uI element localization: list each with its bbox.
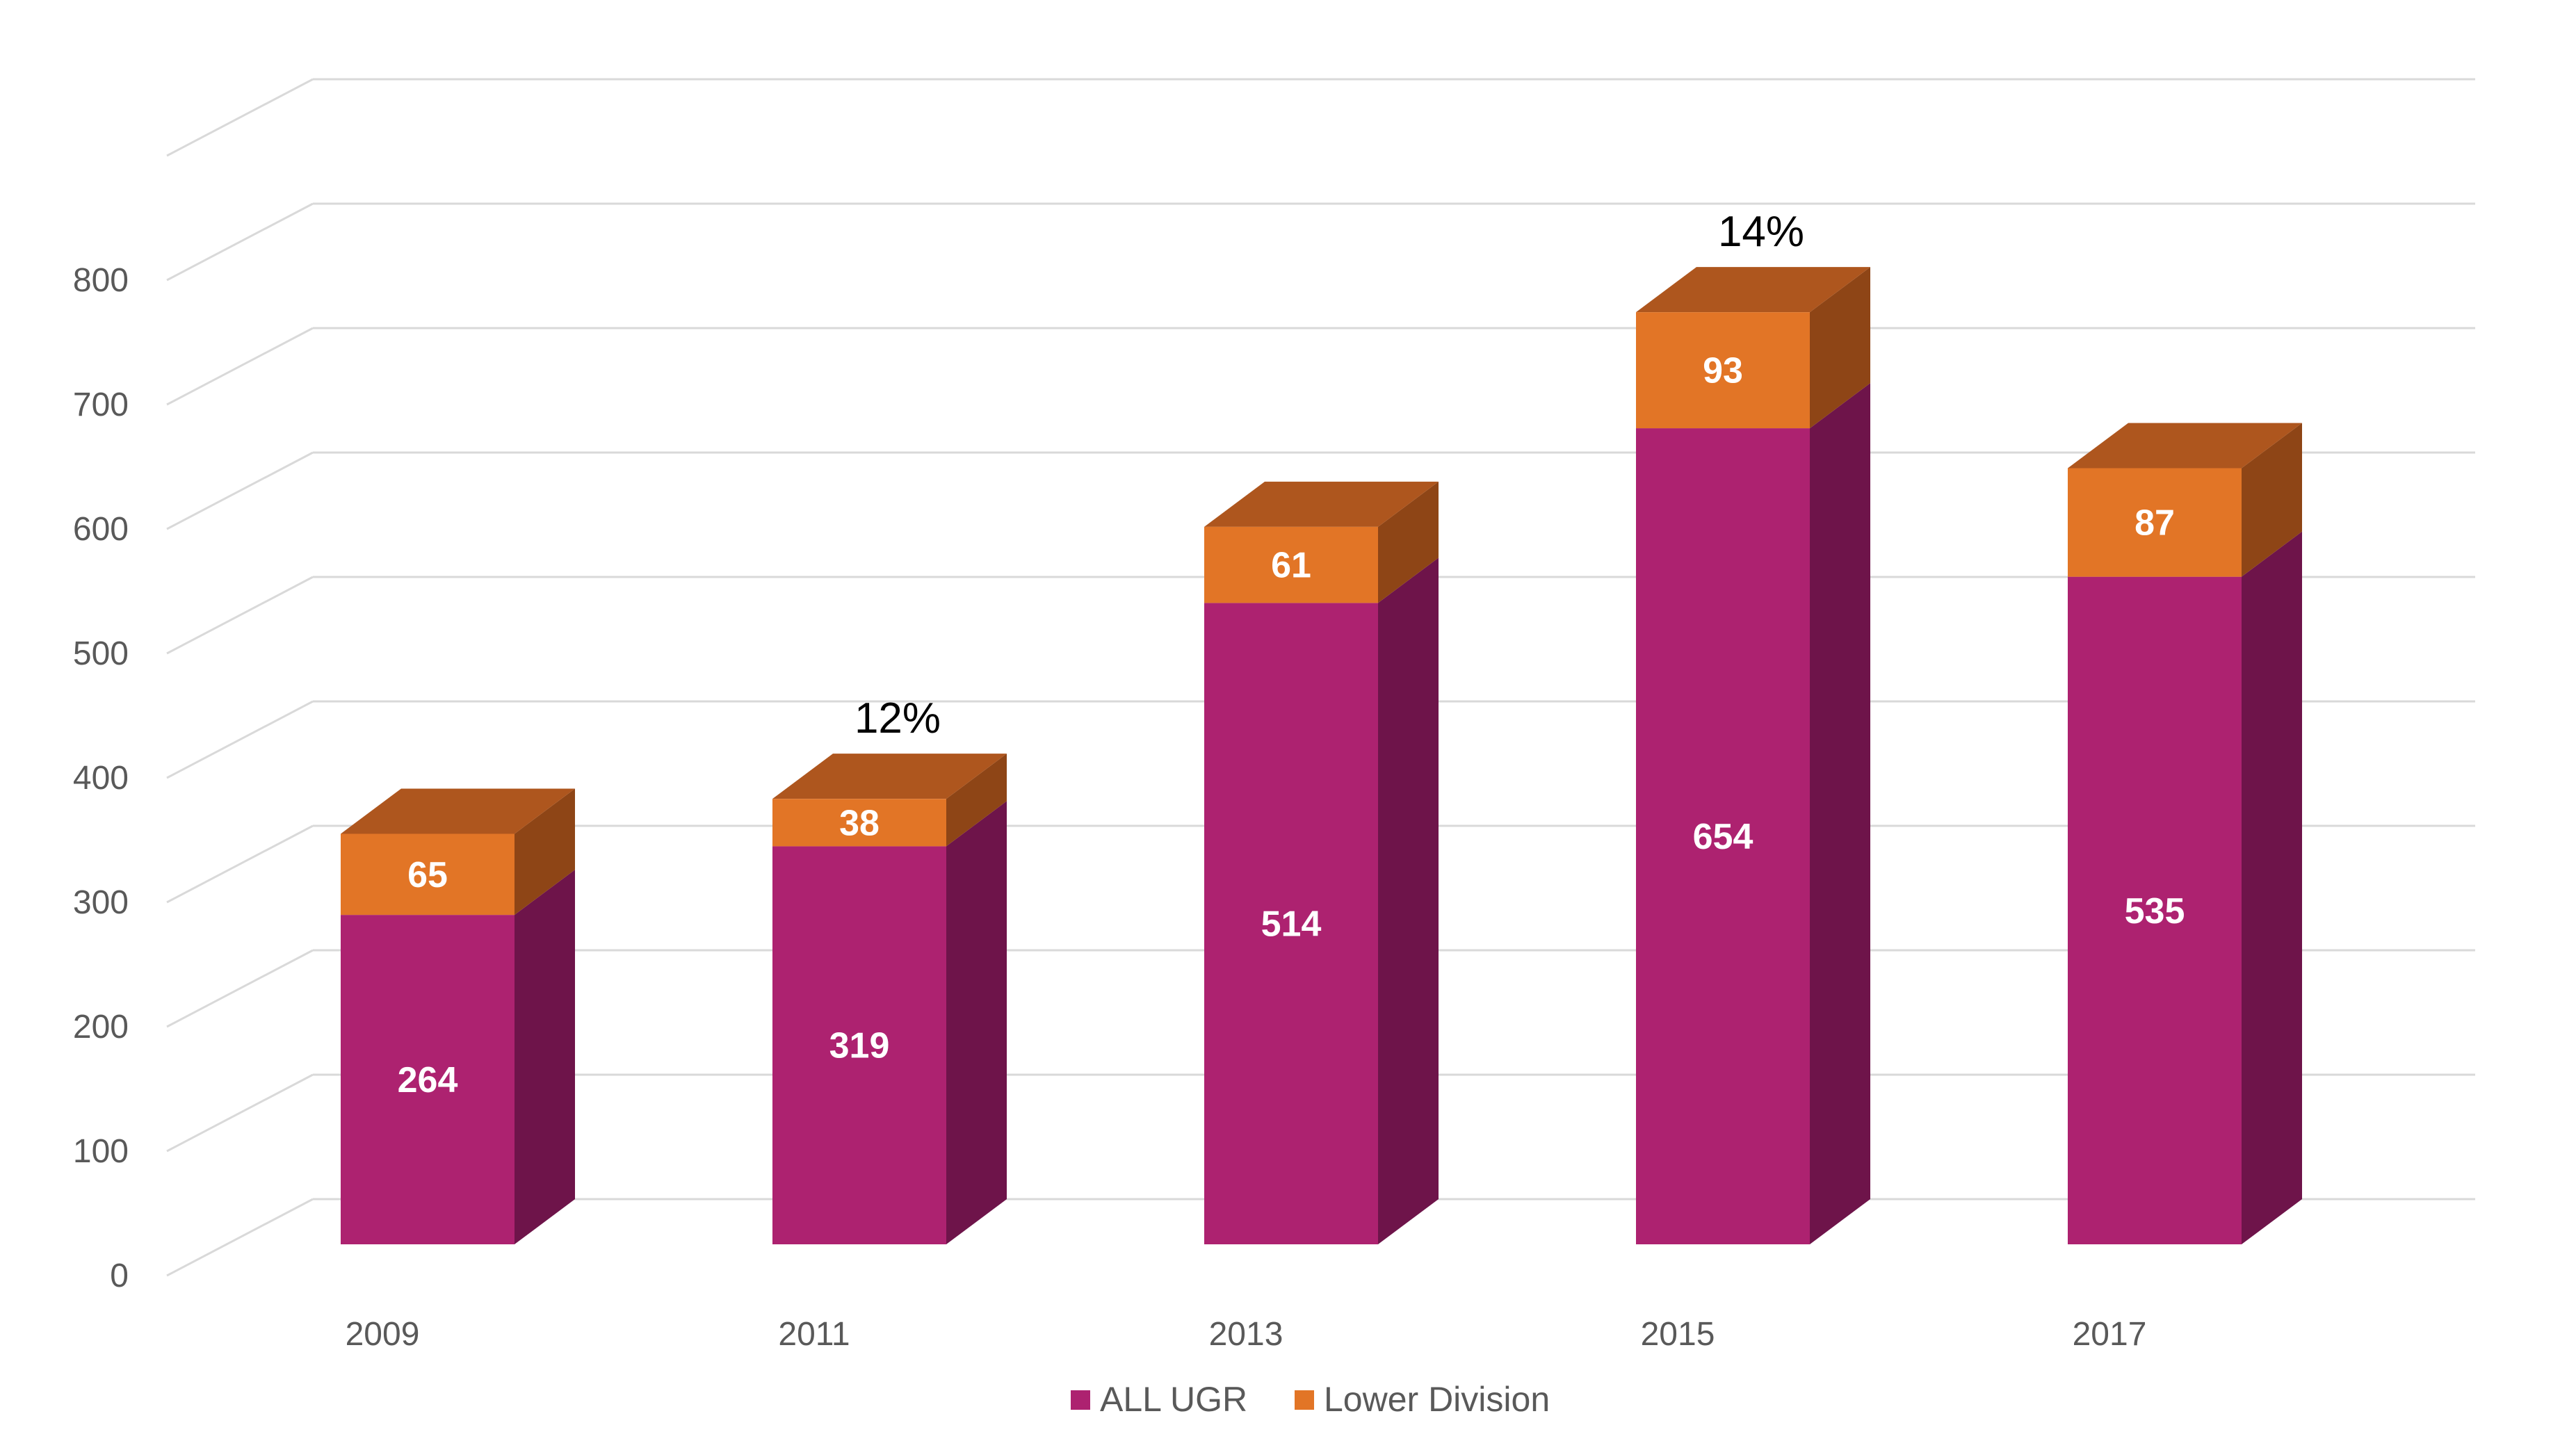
bar-side-all-ugr (946, 801, 1007, 1244)
data-label-lower-division: 65 (407, 855, 448, 895)
data-label-lower-division: 61 (1271, 546, 1311, 586)
data-label-lower-division: 38 (839, 803, 880, 843)
y-tick-label: 800 (73, 262, 129, 299)
bar-lower-division (1204, 526, 1378, 603)
gridline-depth (166, 1198, 314, 1277)
bar-group-2013: 514 61 (1204, 481, 1439, 1244)
bar-top-face (341, 788, 575, 834)
bar-lower-division (2068, 468, 2242, 577)
bar-all-ugr (772, 846, 946, 1244)
bar-top-face (1204, 481, 1439, 527)
y-tick-label: 300 (73, 884, 129, 921)
bar-all-ugr (1204, 603, 1378, 1244)
y-tick-label: 400 (73, 760, 129, 797)
data-label-all-ugr: 264 (398, 1060, 458, 1100)
y-tick-label: 0 (110, 1258, 129, 1294)
bars: 264 65 319 38 514 61 654 93 535 87 (341, 267, 2302, 1244)
bar-all-ugr (341, 915, 515, 1244)
y-tick-label: 700 (73, 387, 129, 423)
gridline-depth (166, 576, 314, 655)
legend-swatch-lower-division (1295, 1390, 1314, 1410)
y-tick-label: 600 (73, 511, 129, 548)
legend: ALL UGR Lower Division (1071, 1380, 1550, 1419)
y-axis: 0 100 200 300 400 500 600 700 800 (73, 262, 129, 1294)
data-label-all-ugr: 535 (2125, 891, 2185, 931)
gridline-depth (166, 78, 314, 157)
data-label-all-ugr: 654 (1693, 817, 1753, 857)
y-tick-label: 200 (73, 1009, 129, 1045)
data-label-all-ugr: 514 (1261, 904, 1322, 945)
y-tick-label: 500 (73, 635, 129, 672)
legend-label-all-ugr: ALL UGR (1100, 1380, 1247, 1419)
gridline-depth (166, 824, 314, 904)
gridline-depth (166, 327, 314, 406)
bar-side-lower-division (515, 788, 575, 916)
bar-top-face (772, 754, 1007, 799)
bar-side-all-ugr (1810, 383, 1870, 1244)
gridline-depth (166, 700, 314, 779)
bar-side-lower-division (1810, 267, 1870, 429)
data-label-lower-division: 93 (1703, 351, 1743, 391)
legend-label-lower-division: Lower Division (1324, 1380, 1550, 1419)
gridline-depth (166, 451, 314, 530)
bar-group-2011: 319 38 (772, 754, 1007, 1244)
gridline-depth (166, 949, 314, 1028)
bar-side-lower-division (1378, 481, 1439, 603)
x-axis: 2009 2011 2013 2015 2017 (346, 1316, 2147, 1353)
x-tick-label: 2009 (346, 1316, 420, 1353)
gridline-depth (166, 202, 314, 282)
x-tick-label: 2015 (1641, 1316, 1715, 1353)
x-tick-label: 2017 (2073, 1316, 2147, 1353)
annotations: 12% 14% (854, 208, 1804, 742)
bar-all-ugr (2068, 576, 2242, 1244)
x-tick-label: 2013 (1209, 1316, 1283, 1353)
bar-side-all-ugr (2242, 531, 2302, 1244)
bar-side-lower-division (2242, 423, 2302, 577)
bar-group-2015: 654 93 (1636, 267, 1870, 1244)
bar-side-all-ugr (515, 870, 575, 1244)
bar-side-all-ugr (1378, 558, 1439, 1244)
bar-lower-division (341, 833, 515, 916)
bar-side-lower-division (946, 754, 1007, 847)
data-label-lower-division: 87 (2134, 503, 2175, 544)
bar-lower-division (1636, 312, 1810, 429)
bar-all-ugr (1636, 428, 1810, 1244)
data-label-all-ugr: 319 (829, 1026, 890, 1066)
annotation-label: 12% (854, 694, 941, 742)
annotation-label: 14% (1718, 208, 1804, 256)
x-tick-label: 2011 (778, 1316, 850, 1353)
bar-lower-division (772, 799, 946, 847)
y-tick-label: 100 (73, 1133, 129, 1170)
gridline-depth (166, 1073, 314, 1153)
bar-top-face (2068, 423, 2302, 469)
bar-group-2009: 264 65 (341, 788, 575, 1244)
bar-top-face (1636, 267, 1870, 313)
bar-group-2017: 535 87 (2068, 423, 2302, 1244)
legend-swatch-all-ugr (1071, 1390, 1090, 1410)
